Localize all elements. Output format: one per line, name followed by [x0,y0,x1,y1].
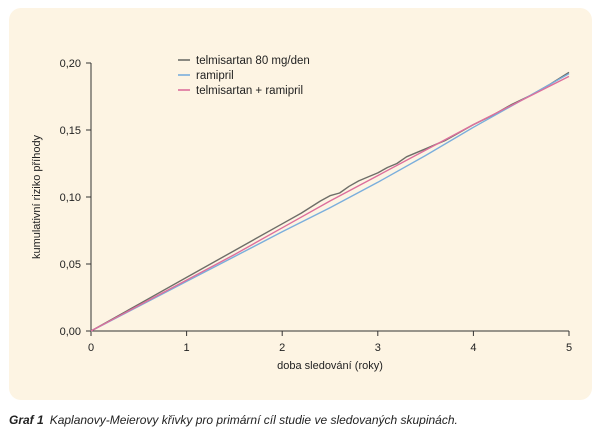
y-tick-label: 0,15 [60,125,81,137]
chart: 0 1 2 3 4 5 0,00 0,05 0,10 0,15 0,20 kumulativní r… [31,55,572,372]
y-tick-label: 0,20 [60,58,81,70]
caption-text: Kaplanovy-Meierovy křivky pro primární c… [49,413,458,427]
legend: telmisartan 80 mg/den ramipril telmisartan… [178,55,310,97]
x-tick-label: 3 [375,342,381,354]
legend-label: telmisartan + ramipril [196,85,303,97]
caption-label: Graf 1 [9,413,44,427]
series-line-3 [90,75,570,332]
x-tick-label: 1 [184,342,190,354]
series [90,71,570,332]
y-tick-label: 0,10 [60,192,81,204]
figure-caption: Graf 1 Kaplanovy-Meierovy křivky pro prim… [9,413,458,427]
y-tick-label: 0,05 [60,259,81,271]
x-tick-label: 5 [566,342,572,354]
legend-label: ramipril [196,70,234,82]
x-tick-label: 0 [88,342,94,354]
series-line-2 [90,73,570,332]
y-tick-label: 0,00 [60,326,81,338]
x-tick-label: 4 [470,342,476,354]
y-axis-title: kumulativní riziko příhody [31,134,43,259]
legend-label: telmisartan 80 mg/den [196,55,310,67]
x-axis-title: doba sledování (roky) [277,360,383,372]
ticks: 0 1 2 3 4 5 0,00 0,05 0,10 0,15 0,20 [60,58,572,354]
x-tick-label: 2 [279,342,285,354]
figure-panel [9,8,592,400]
